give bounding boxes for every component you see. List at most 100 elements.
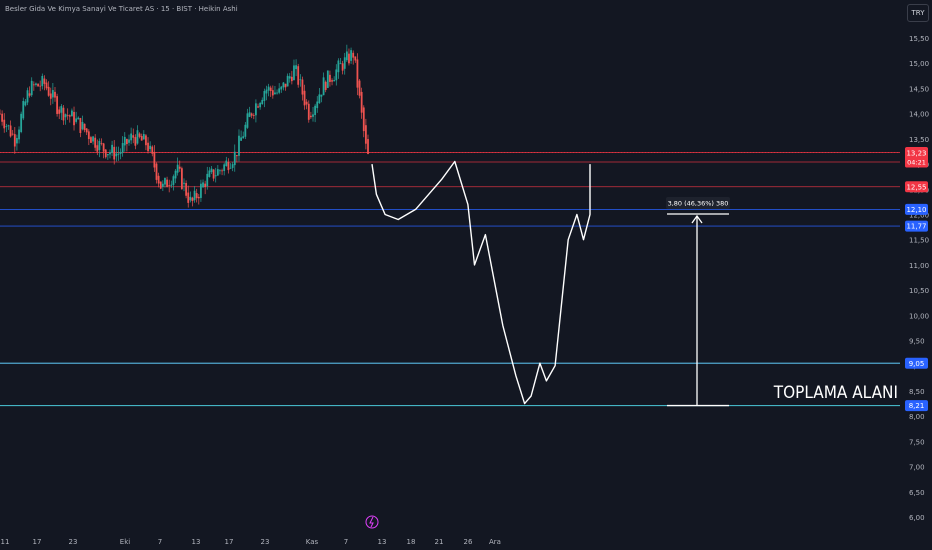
candle-body xyxy=(106,154,109,156)
candle-body xyxy=(261,99,264,105)
candle-body xyxy=(212,169,215,179)
candle-body xyxy=(276,92,278,94)
x-tick-label: 18 xyxy=(407,538,416,546)
level-price-badge xyxy=(905,220,928,232)
candle-body xyxy=(362,107,365,132)
candle-body xyxy=(286,75,289,87)
candle-body xyxy=(41,75,44,87)
candle-body xyxy=(71,110,73,117)
candle-body xyxy=(64,114,67,118)
candle-body xyxy=(9,125,12,137)
x-tick-label: 21 xyxy=(435,538,444,546)
candle-body xyxy=(269,87,272,92)
currency-button[interactable]: TRY xyxy=(907,4,929,22)
candle-body xyxy=(58,109,61,114)
x-tick-label: 13 xyxy=(192,538,201,546)
candle-body xyxy=(37,83,39,87)
candle-body xyxy=(263,90,266,101)
candle-body xyxy=(244,124,247,137)
y-tick-label: 14,50 xyxy=(909,85,929,93)
candle-body xyxy=(92,136,94,142)
candle-body xyxy=(301,79,304,95)
candle-body xyxy=(312,114,314,117)
candle-body xyxy=(210,168,213,173)
y-tick-label: 7,00 xyxy=(909,464,925,472)
candle-body xyxy=(185,183,188,196)
candle-body xyxy=(62,107,65,121)
candle-body xyxy=(98,140,101,151)
candle-body xyxy=(318,94,321,104)
x-tick-label: Ara xyxy=(489,538,501,546)
candle-body xyxy=(81,121,84,130)
candle-body xyxy=(284,83,287,88)
candle-body xyxy=(30,80,33,96)
candle-body xyxy=(18,129,20,140)
countdown-label: 04:21 xyxy=(907,158,926,166)
x-tick-label: 26 xyxy=(464,538,473,546)
candle-body xyxy=(134,137,137,146)
measure-label-box xyxy=(666,196,730,209)
x-tick-label: 23 xyxy=(261,538,270,546)
candle-body xyxy=(216,169,219,176)
candle-body xyxy=(117,153,120,155)
candle-body xyxy=(352,52,355,58)
candle-body xyxy=(153,151,156,168)
x-tick-label: 17 xyxy=(225,538,234,546)
x-tick-label: 11 xyxy=(1,538,10,546)
candle-body xyxy=(248,112,251,117)
candle-body xyxy=(161,183,164,187)
candle-body xyxy=(77,117,80,120)
candle-body xyxy=(147,142,149,152)
candle-body xyxy=(166,179,168,188)
candle-body xyxy=(206,173,209,187)
y-tick-label: 8,50 xyxy=(909,388,925,396)
candle-body xyxy=(43,78,46,84)
measure-label: 3,80 (46,36%) 380 xyxy=(668,199,729,207)
candle-body xyxy=(257,106,259,108)
candle-body xyxy=(214,175,217,177)
level-price-badge xyxy=(905,400,928,412)
zone-annotation-text: TOPLAMA ALANI xyxy=(773,383,898,403)
candle-body xyxy=(164,178,166,185)
candle-body xyxy=(189,196,192,201)
candle-body xyxy=(176,164,179,173)
candle-body xyxy=(138,133,141,137)
candle-body xyxy=(66,114,69,116)
candle-body xyxy=(90,137,92,143)
lightning-icon xyxy=(365,515,379,529)
candle-body xyxy=(96,145,99,152)
candle-body xyxy=(60,106,63,113)
candle-body xyxy=(229,167,232,169)
candle-body xyxy=(242,136,245,139)
y-tick-label: 12,00 xyxy=(909,211,929,219)
candle-body xyxy=(102,143,105,152)
y-tick-label: 11,00 xyxy=(909,262,929,270)
candle-body xyxy=(73,111,75,126)
projection-curve xyxy=(371,160,591,405)
candle-body xyxy=(303,90,306,106)
candle-body xyxy=(1,113,4,122)
candle-body xyxy=(356,59,359,88)
candle-body xyxy=(94,137,97,148)
x-tick-label: Eki xyxy=(120,538,130,546)
candle-body xyxy=(200,183,202,198)
y-tick-label: 15,00 xyxy=(909,60,929,68)
chart-title: Besler Gida Ve Kimya Sanayi Ve Ticaret A… xyxy=(5,5,238,13)
level-price-label: 12,10 xyxy=(906,206,926,214)
candle-body xyxy=(225,160,228,167)
candle-body xyxy=(324,81,327,90)
level-price-badge xyxy=(905,203,928,215)
measure-arrow-head xyxy=(691,214,703,224)
candle-body xyxy=(20,113,23,132)
candle-body xyxy=(149,145,152,150)
candle-body xyxy=(309,115,312,118)
y-tick-label: 14,00 xyxy=(909,111,929,119)
candle-body xyxy=(259,102,262,108)
level-price-label: 8,21 xyxy=(909,402,925,410)
candle-body xyxy=(208,170,211,177)
candle-body xyxy=(299,79,302,81)
candle-body xyxy=(168,185,171,187)
candle-body xyxy=(128,139,130,143)
